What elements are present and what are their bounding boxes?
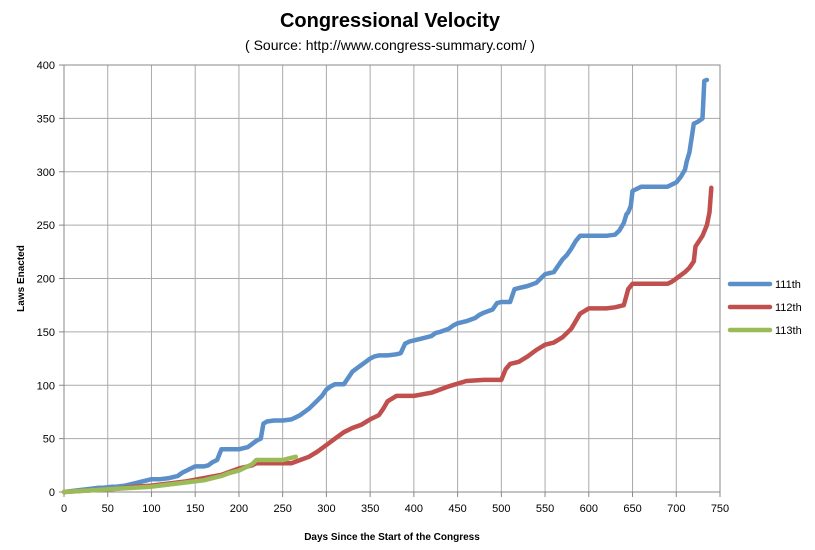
x-tick-label: 50 — [102, 503, 114, 515]
y-axis-ticks: 0 50 100 150 200 250 300 350 400 — [37, 60, 64, 499]
x-tick-label: 100 — [142, 503, 160, 515]
x-tick-label: 350 — [361, 503, 379, 515]
x-axis-ticks: 0 50 100 150 200 250 300 350 400 450 500 550 600 650 7… — [61, 492, 729, 515]
series-line-111th — [61, 77, 710, 495]
legend-label-111th: 111th — [775, 279, 801, 291]
x-tick-label: 300 — [317, 503, 335, 515]
y-tick-label: 300 — [37, 167, 55, 179]
y-tick-label: 100 — [37, 380, 55, 392]
x-tick-label: 600 — [580, 503, 598, 515]
x-tick-label: 250 — [273, 503, 291, 515]
y-tick-label: 0 — [49, 487, 55, 499]
chart-subtitle: ( Source: http://www.congress-summary.co… — [245, 37, 535, 53]
y-tick-label: 200 — [37, 274, 55, 286]
x-tick-label: 200 — [230, 503, 248, 515]
series-lines — [61, 77, 714, 495]
y-tick-label: 150 — [37, 327, 55, 339]
x-tick-label: 0 — [61, 503, 67, 515]
y-tick-label: 250 — [37, 220, 55, 232]
legend-label-113th: 113th — [775, 325, 802, 337]
chart-title: Congressional Velocity — [279, 10, 501, 32]
x-tick-label: 400 — [405, 503, 423, 515]
x-tick-label: 550 — [536, 503, 554, 515]
legend: 111th 112th 113th — [727, 279, 802, 337]
x-tick-label: 150 — [186, 503, 204, 515]
legend-label-112th: 112th — [775, 302, 802, 314]
y-tick-label: 50 — [43, 434, 55, 446]
y-tick-label: 350 — [37, 113, 55, 125]
y-tick-label: 400 — [37, 60, 55, 72]
series-line-113th — [61, 454, 299, 495]
x-tick-label: 650 — [623, 503, 641, 515]
gridlines — [63, 64, 721, 493]
x-tick-label: 500 — [492, 503, 510, 515]
x-tick-label: 450 — [448, 503, 466, 515]
x-tick-label: 750 — [711, 503, 729, 515]
x-axis-label: Days Since the Start of the Congress — [304, 532, 480, 543]
y-axis-label: Laws Enacted — [16, 245, 27, 312]
x-tick-label: 700 — [667, 503, 685, 515]
